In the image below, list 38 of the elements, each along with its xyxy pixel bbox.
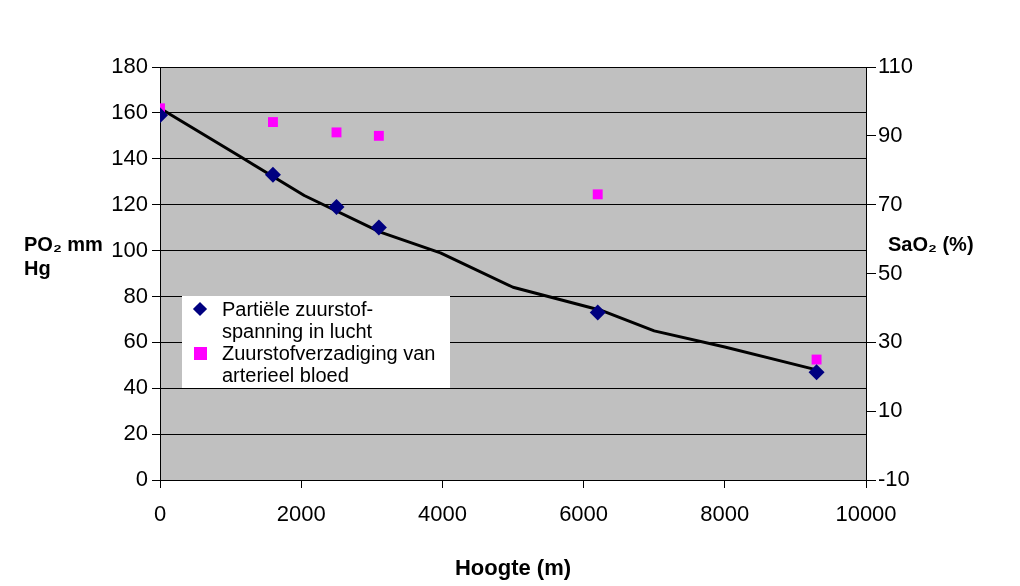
y-tick-label: 160: [111, 98, 148, 124]
y-axis-title: PO₂ mm Hg: [24, 232, 104, 280]
point: [331, 127, 342, 138]
y-tick-label: 120: [111, 190, 148, 216]
point: [811, 354, 822, 365]
y2-tick-label: 90: [878, 121, 903, 147]
x-tick-label: 2000: [276, 501, 326, 527]
legend-label: Zuurstofverzadiging van arterieel bloed: [222, 342, 437, 386]
point: [373, 130, 384, 141]
x-tick-label: 4000: [417, 501, 467, 527]
x-tick-label: 10000: [835, 501, 897, 527]
y2-tick-label: 10: [878, 397, 903, 423]
x-tick-label: 6000: [559, 501, 609, 527]
x-tick-label: 8000: [700, 501, 750, 527]
y2-tick-label: 110: [878, 53, 914, 79]
point: [589, 304, 606, 321]
y-tick-label: 40: [123, 374, 148, 400]
y2-tick-label: 30: [878, 328, 903, 354]
point: [370, 219, 387, 236]
y2-tick-label: 50: [878, 259, 903, 285]
y-tick-label: 80: [123, 282, 148, 308]
point: [592, 189, 603, 200]
y-tick-label: 0: [135, 466, 148, 492]
y-tick-label: 60: [123, 328, 148, 354]
x-tick-label: 0: [153, 501, 167, 527]
point: [264, 166, 281, 183]
y-tick-label: 20: [123, 420, 148, 446]
legend-label: Partiële zuurstof-spanning in lucht: [222, 298, 375, 342]
point: [808, 364, 825, 381]
y2-axis-title: SaO₂ (%): [888, 232, 974, 256]
y-tick-label: 100: [111, 236, 148, 262]
y-tick-label: 180: [111, 53, 148, 79]
y2-tick-label: -10: [878, 466, 910, 492]
point: [268, 117, 278, 128]
y-tick-label: 140: [111, 144, 148, 170]
x-axis-title: Hoogte (m): [454, 554, 572, 580]
y2-tick-label: 70: [878, 190, 903, 216]
point: [328, 198, 345, 215]
